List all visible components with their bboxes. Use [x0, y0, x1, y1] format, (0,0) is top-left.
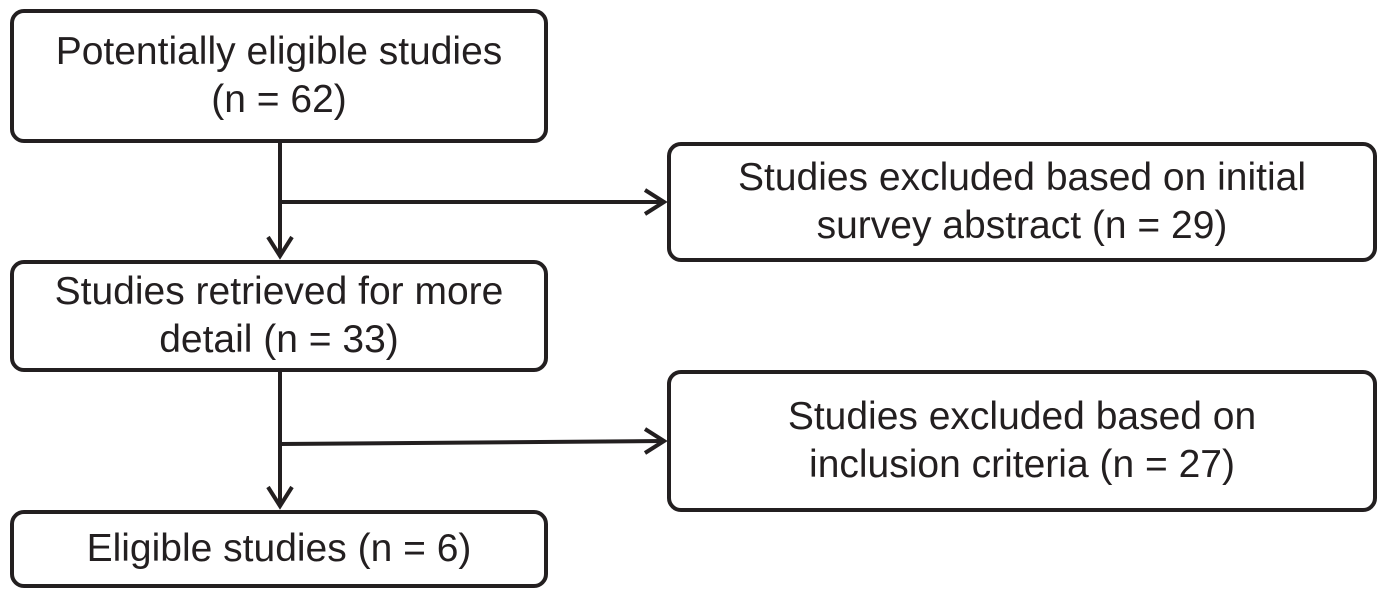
arrowhead-right-2 — [643, 427, 668, 455]
box-excluded-inclusion-criteria: Studies excluded based on inclusion crit… — [667, 370, 1377, 512]
box-text-line: Eligible studies (n = 6) — [86, 527, 472, 570]
box-text-line: inclusion criteria (n = 27) — [809, 443, 1235, 486]
box-text-line: Studies excluded based on initial — [737, 156, 1307, 199]
arrowhead-down-1 — [266, 235, 294, 260]
box-eligible-studies: Eligible studies (n = 6) — [10, 510, 548, 588]
box-potentially-eligible-studies: Potentially eligible studies (n = 62) — [10, 9, 548, 143]
box-excluded-initial-survey-abstract: Studies excluded based on initial survey… — [667, 142, 1377, 262]
box-text-line: Potentially eligible studies — [55, 30, 503, 73]
box-text-line: Studies retrieved for more — [54, 270, 504, 313]
box-studies-retrieved-for-more-detail: Studies retrieved for more detail (n = 3… — [10, 260, 548, 372]
arrowhead-down-2 — [266, 485, 294, 510]
box-text-line: survey abstract (n = 29) — [816, 204, 1228, 247]
box-text-line: (n = 62) — [211, 78, 347, 121]
box-text-line: detail (n = 33) — [159, 318, 399, 361]
connector-line-to-excluded-inclusion — [279, 439, 664, 446]
box-text-line: Studies excluded based on — [787, 395, 1257, 438]
arrowhead-right-1 — [643, 188, 668, 216]
